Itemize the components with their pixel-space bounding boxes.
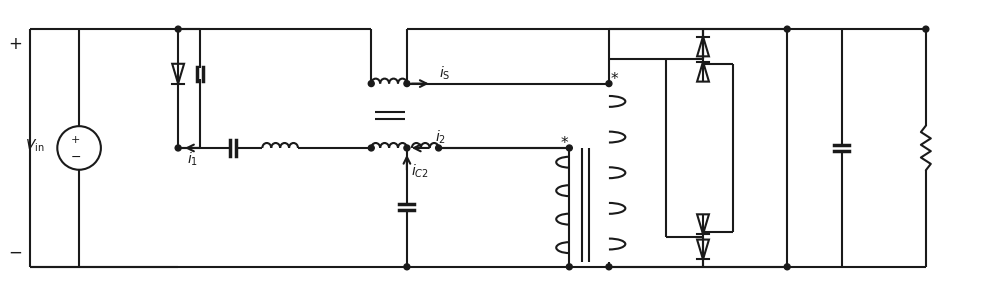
Circle shape [404, 264, 410, 270]
Circle shape [606, 264, 612, 270]
Circle shape [606, 81, 612, 87]
Text: +: + [70, 135, 80, 145]
Text: *: * [561, 137, 568, 151]
Circle shape [368, 81, 374, 87]
Text: $-$: $-$ [8, 243, 22, 261]
Text: +: + [8, 35, 22, 53]
Circle shape [404, 145, 410, 151]
Circle shape [784, 264, 790, 270]
Text: $i_{\rm S}$: $i_{\rm S}$ [439, 65, 450, 82]
Circle shape [368, 145, 374, 151]
Text: $V_{\rm in}$: $V_{\rm in}$ [25, 138, 44, 154]
Text: $-$: $-$ [70, 150, 81, 163]
Circle shape [566, 145, 572, 151]
Circle shape [923, 26, 929, 32]
Text: $i_2$: $i_2$ [435, 129, 446, 146]
Circle shape [175, 145, 181, 151]
Text: $i_1$: $i_1$ [187, 151, 199, 168]
Circle shape [784, 26, 790, 32]
Circle shape [566, 264, 572, 270]
Circle shape [175, 26, 181, 32]
Text: *: * [610, 72, 618, 87]
Circle shape [436, 145, 442, 151]
Circle shape [404, 81, 410, 87]
Text: $i_{C2}$: $i_{C2}$ [411, 163, 429, 180]
